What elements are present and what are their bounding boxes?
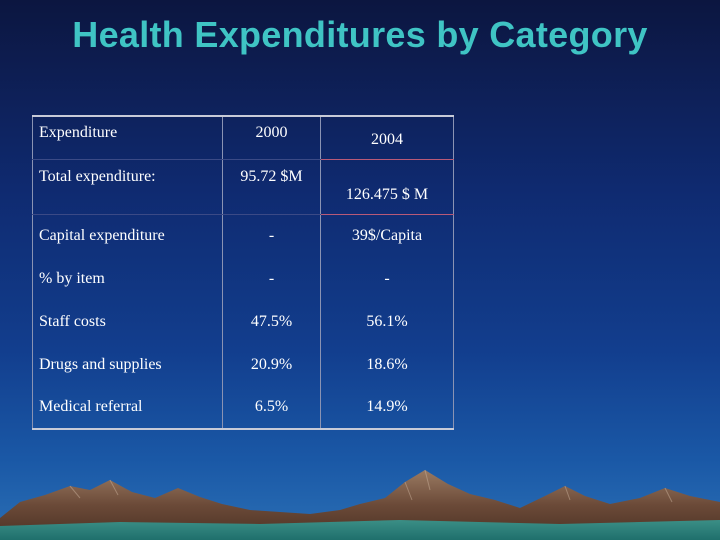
value-2004: 126.475 $ M [320, 159, 454, 215]
row-label: Capital expenditure [32, 214, 223, 257]
value-2004: 39$/Capita [320, 214, 454, 257]
value-2004: 18.6% [320, 343, 454, 386]
value-2000: 47.5% [222, 300, 321, 343]
mountain-landscape-image [0, 469, 720, 540]
slide-title: Health Expenditures by Category [72, 14, 648, 55]
mountain-range [0, 470, 720, 540]
row-label: Total expenditure: [32, 159, 223, 215]
table-row: Capital expenditure - 39$/Capita [32, 214, 454, 257]
row-label: % by item [32, 257, 223, 300]
expenditure-table: Expenditure 2000 2004 Total expenditure:… [32, 115, 454, 430]
header-cell-expenditure: Expenditure [32, 115, 223, 160]
header-cell-2000: 2000 [222, 115, 321, 160]
value-2000: 6.5% [222, 386, 321, 430]
value-2000: - [222, 214, 321, 257]
table-row: Total expenditure: 95.72 $M 126.475 $ M [32, 159, 454, 215]
mountain-ridges [69, 469, 673, 503]
table-row: Medical referral 6.5% 14.9% [32, 386, 454, 430]
table-row: Drugs and supplies 20.9% 18.6% [32, 343, 454, 386]
value-2004: 56.1% [320, 300, 454, 343]
table-header-row: Expenditure 2000 2004 [32, 115, 454, 160]
value-2004: - [320, 257, 454, 300]
row-label: Staff costs [32, 300, 223, 343]
value-2000: - [222, 257, 321, 300]
value-2000: 95.72 $M [222, 159, 321, 215]
header-cell-2004: 2004 [320, 115, 454, 160]
row-label: Drugs and supplies [32, 343, 223, 386]
value-2000: 20.9% [222, 343, 321, 386]
table-row: Staff costs 47.5% 56.1% [32, 300, 454, 343]
table-row: % by item - - [32, 257, 454, 300]
ground-plain [0, 520, 720, 540]
row-label: Medical referral [32, 386, 223, 430]
value-2004: 14.9% [320, 386, 454, 430]
